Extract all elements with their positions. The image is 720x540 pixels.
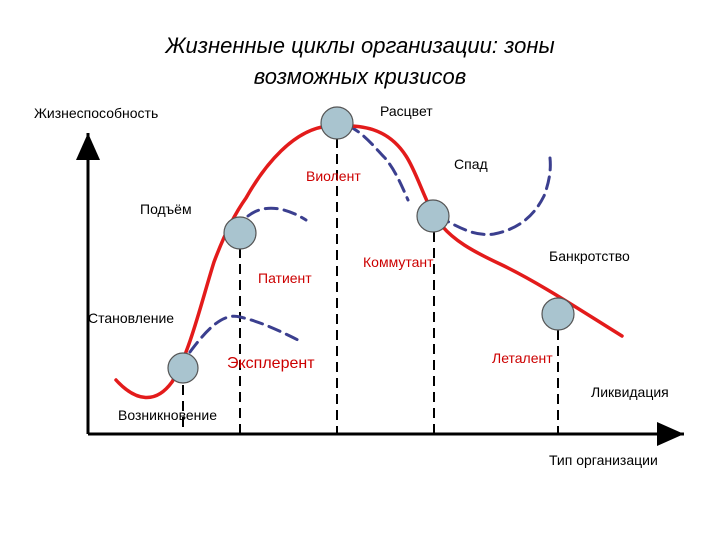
type-kommutant: Коммутант [363,254,434,270]
type-letalent: Леталент [492,350,553,366]
type-patient: Патиент [258,270,312,286]
stage-stanovlenie: Становление [88,310,175,326]
dashed-curve-1 [188,314,304,354]
type-violent: Виолент [306,168,361,184]
stage-podyom: Подъём [140,201,192,217]
y-axis-label: Жизнеспособность [34,105,159,121]
title-line-1: Жизненные циклы организации: зоны [165,33,555,58]
page-title: Жизненные циклы организации: зоны возмож… [90,30,630,92]
type-eksplerent: Эксплерент [227,355,315,372]
stage-spad: Спад [454,156,488,172]
node-patient [223,216,257,250]
stage-likvidatsiya: Ликвидация [591,384,669,400]
node-eksplerent [167,352,199,384]
title-line-2: возможных кризисов [253,64,467,89]
node-kommutant [416,199,450,233]
stage-vozniknovenie: Возникновение [118,407,217,423]
dashed-curve-4 [436,156,552,236]
node-letalent [541,297,575,331]
stage-rastsvet: Расцвет [380,103,433,119]
x-axis-label: Тип организации [549,452,658,468]
node-violent [320,106,354,140]
stage-bankrotstvo: Банкротство [549,248,630,264]
dashed-curve-2 [246,206,308,222]
